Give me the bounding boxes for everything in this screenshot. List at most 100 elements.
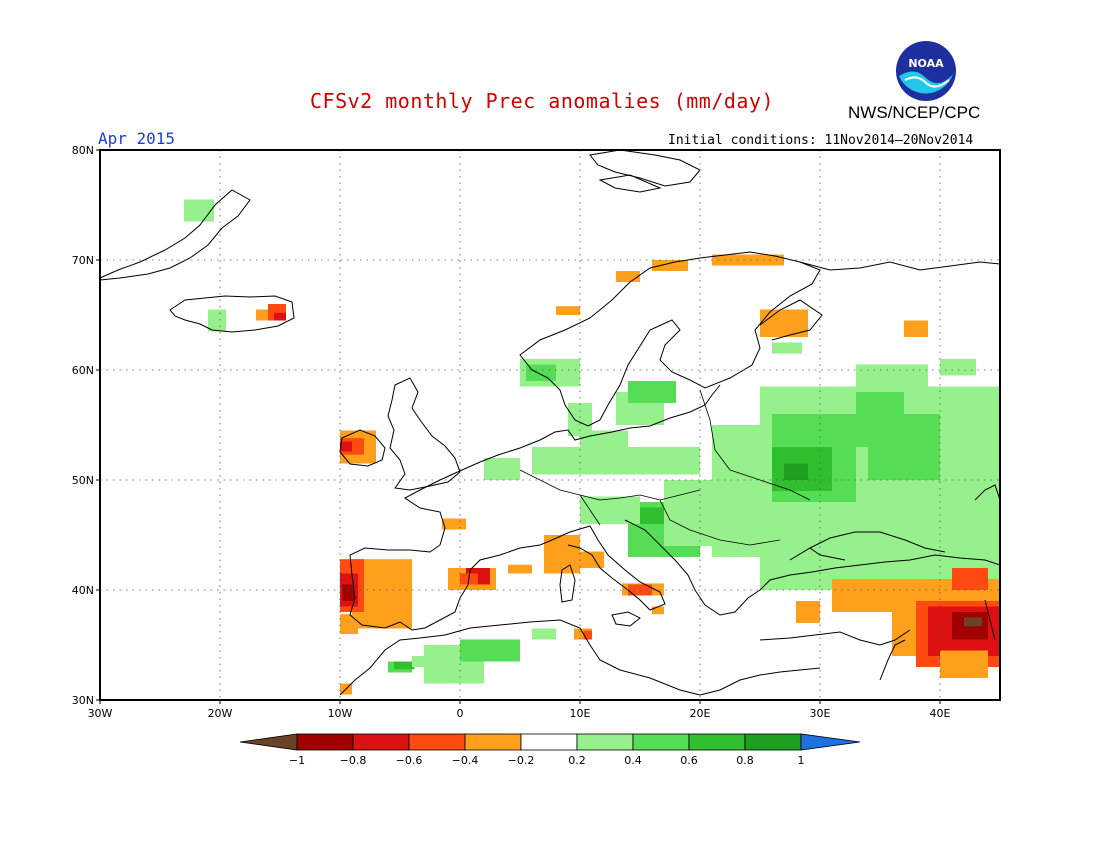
legend-label: −0.2 — [508, 754, 535, 767]
anomaly-cell — [568, 403, 592, 436]
italy-coast — [551, 525, 666, 611]
scandinavia-coast — [519, 251, 821, 427]
legend-label: −0.4 — [452, 754, 479, 767]
anomaly-cell — [952, 568, 988, 590]
black-sea-coast — [789, 531, 946, 561]
anomaly-cell — [868, 414, 940, 480]
turkey-south-coast — [759, 629, 911, 646]
lon-tick-label: 10E — [570, 707, 591, 720]
lat-tick-label: 80N — [72, 144, 94, 157]
anomaly-cell — [904, 320, 928, 337]
anomaly-cell — [772, 342, 802, 354]
legend-arrow-low — [239, 733, 298, 751]
lon-tick-label: 10W — [328, 707, 353, 720]
anomaly-cell — [616, 271, 640, 282]
anomaly-cell — [184, 199, 214, 222]
lon-tick-label: 20W — [208, 707, 233, 720]
lon-tick-label: 0 — [457, 707, 464, 720]
legend-label: 1 — [798, 754, 805, 767]
europe-north-coast — [461, 384, 721, 471]
map-frame — [99, 149, 1001, 701]
anomaly-cell — [652, 606, 664, 615]
legend-swatch — [352, 733, 410, 751]
lat-tick-label: 50N — [72, 474, 94, 487]
anomaly-cell — [508, 564, 532, 574]
anomaly-cell — [412, 656, 436, 667]
lat-tick-label: 70N — [72, 254, 94, 267]
anomaly-cell — [532, 628, 556, 640]
color-legend: −1 −0.8 −0.6 −0.4 −0.2 0.2 0.4 0.6 0.8 1 — [239, 733, 861, 767]
initial-conditions: Initial conditions: 11Nov2014–20Nov2014 — [668, 133, 974, 148]
sardinia-coast — [559, 564, 576, 603]
legend-label: 0.6 — [680, 754, 698, 767]
legend-swatch — [632, 733, 690, 751]
anomaly-cell — [526, 364, 556, 381]
levant-coast — [879, 639, 906, 681]
kola-coast — [759, 261, 1001, 341]
anomaly-cell — [484, 458, 520, 480]
gridlines — [100, 150, 1000, 700]
anomaly-cell — [784, 463, 808, 480]
anomaly-cell — [442, 518, 466, 530]
legend-label: 0.4 — [624, 754, 642, 767]
anomaly-cell — [583, 630, 592, 640]
lat-tick-label: 40N — [72, 584, 94, 597]
forecast-month: Apr 2015 — [98, 129, 176, 148]
legend-swatch — [576, 733, 634, 751]
map-title: CFSv2 monthly Prec anomalies (mm/day) — [310, 89, 775, 113]
britain-coast — [387, 377, 461, 491]
greenland-coast — [99, 189, 251, 281]
anomaly-cell — [760, 309, 808, 337]
legend-arrow-high — [800, 733, 861, 751]
anomaly-cell — [580, 496, 640, 524]
legend-swatch — [520, 733, 578, 751]
coastlines — [99, 149, 1001, 696]
anomaly-cell — [556, 306, 580, 315]
arctic-island-coast — [598, 174, 662, 193]
anomaly-cell — [340, 614, 358, 634]
legend-label: −0.6 — [396, 754, 423, 767]
anomaly-cell — [940, 650, 988, 678]
anomaly-cell — [208, 309, 226, 332]
anomaly-cell — [274, 312, 286, 321]
lon-tick-label: 40E — [930, 707, 951, 720]
iceland-coast — [169, 295, 295, 333]
legend-label: −0.8 — [340, 754, 367, 767]
agency-label: NWS/NCEP/CPC — [848, 103, 981, 122]
anomaly-cell — [460, 639, 520, 662]
legend-swatch — [744, 733, 802, 751]
lon-tick-label: 30E — [810, 707, 831, 720]
anomaly-cell — [940, 359, 976, 376]
anomaly-cell — [964, 403, 1000, 425]
legend-label: −1 — [289, 754, 305, 767]
atlantic-coast — [349, 469, 553, 631]
anomaly-cell — [712, 254, 784, 266]
legend-label: 0.2 — [568, 754, 586, 767]
lat-tick-label: 30N — [72, 694, 94, 707]
lon-tick-label: 30W — [88, 707, 113, 720]
anomaly-cell — [394, 661, 415, 670]
sicily-coast — [611, 611, 641, 627]
anomaly-cell — [964, 617, 982, 627]
balkans-coast — [624, 519, 1001, 616]
noaa-logo-text: NOAA — [908, 57, 944, 70]
caspian-coast — [974, 484, 1001, 641]
anomaly-cells — [184, 199, 1000, 695]
noaa-logo-icon: NOAA — [896, 41, 956, 101]
svalbard-coast — [589, 149, 701, 187]
ireland-coast — [339, 429, 386, 467]
anomaly-cell — [628, 381, 676, 403]
anomaly-cell — [342, 584, 355, 601]
legend-swatch — [464, 733, 522, 751]
legend-label: 0.8 — [736, 754, 754, 767]
anomaly-cell — [652, 260, 688, 271]
anomaly-cell — [796, 601, 820, 623]
lat-tick-label: 60N — [72, 364, 94, 377]
lon-tick-label: 20E — [690, 707, 711, 720]
anomaly-cell — [856, 364, 928, 392]
anomaly-cell — [664, 480, 748, 546]
africa-coast — [339, 619, 821, 696]
legend-swatch — [408, 733, 466, 751]
